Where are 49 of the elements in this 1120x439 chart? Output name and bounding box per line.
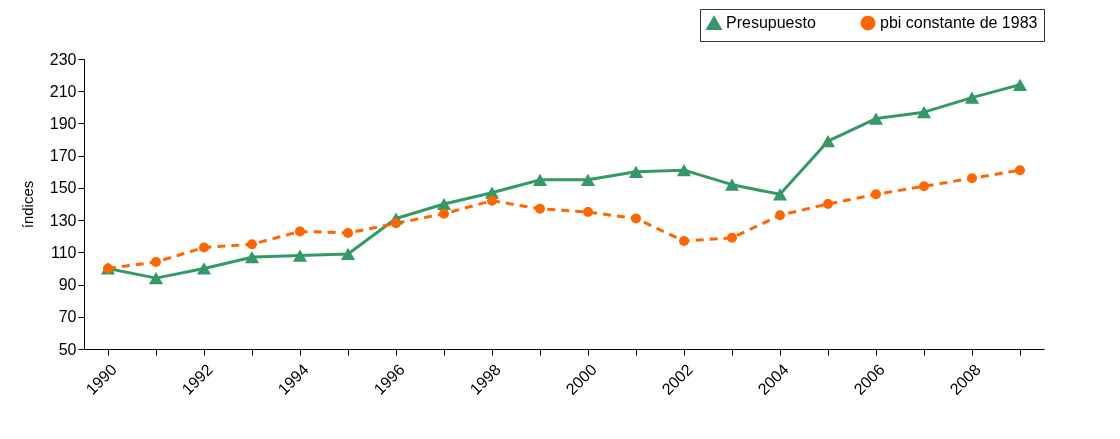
point bbox=[247, 239, 257, 250]
point bbox=[487, 195, 497, 206]
point bbox=[631, 213, 641, 224]
y-axis-title: índices bbox=[18, 180, 36, 229]
point bbox=[1012, 78, 1028, 91]
y-tick-label: 230 bbox=[49, 50, 77, 68]
point bbox=[676, 164, 692, 177]
point bbox=[583, 207, 593, 218]
y-tick-label: 210 bbox=[49, 82, 77, 100]
point bbox=[1015, 165, 1025, 176]
point bbox=[823, 199, 833, 209]
y-tick-label: 90 bbox=[58, 276, 77, 294]
point bbox=[151, 257, 161, 267]
point bbox=[292, 249, 308, 262]
point bbox=[439, 208, 449, 219]
y-tick-label: 70 bbox=[58, 308, 77, 326]
point bbox=[148, 271, 164, 285]
point bbox=[295, 226, 305, 237]
point bbox=[343, 228, 353, 238]
point bbox=[916, 106, 932, 119]
point bbox=[772, 188, 788, 201]
point bbox=[820, 135, 836, 148]
point bbox=[199, 242, 209, 253]
legend-label: pbi constante de 1983 bbox=[880, 14, 1038, 32]
y-tick-label: 50 bbox=[58, 340, 77, 358]
y-tick-label: 170 bbox=[49, 147, 77, 165]
y-tick-label: 110 bbox=[50, 243, 77, 261]
point bbox=[532, 173, 548, 186]
point bbox=[964, 91, 980, 104]
point bbox=[919, 181, 929, 192]
point bbox=[727, 232, 737, 243]
point bbox=[871, 189, 881, 200]
y-tick-label: 130 bbox=[49, 211, 77, 229]
point bbox=[196, 262, 212, 275]
y-tick-label: 150 bbox=[49, 179, 77, 197]
point bbox=[244, 251, 260, 264]
point bbox=[580, 173, 596, 186]
point bbox=[724, 178, 740, 191]
point bbox=[391, 218, 401, 229]
point bbox=[775, 210, 785, 221]
point bbox=[535, 203, 545, 214]
point bbox=[436, 197, 452, 211]
point bbox=[679, 236, 689, 247]
legend-label: Presupuesto bbox=[726, 14, 816, 32]
point bbox=[628, 165, 644, 178]
y-tick-label: 190 bbox=[49, 114, 77, 132]
point bbox=[340, 247, 356, 261]
point bbox=[868, 112, 884, 125]
point bbox=[967, 173, 977, 184]
